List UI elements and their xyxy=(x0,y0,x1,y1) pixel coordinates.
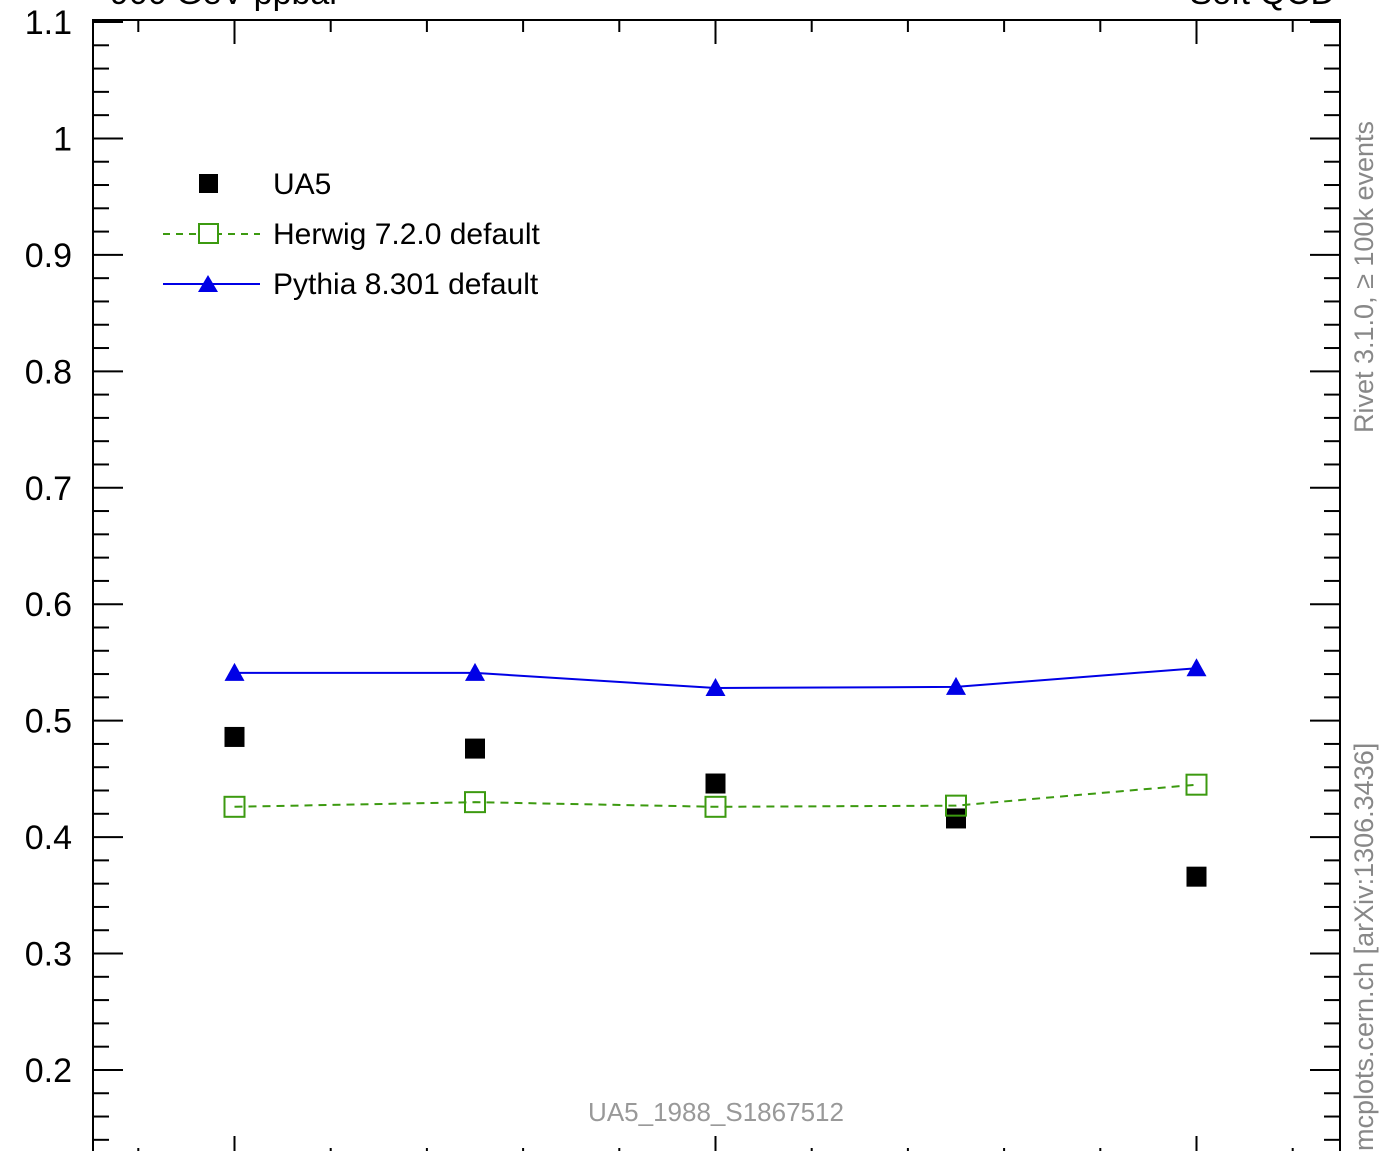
legend: UA5 Herwig 7.2.0 default Pythia 8.301 de… xyxy=(163,168,540,301)
axis-ticks xyxy=(93,20,1340,1151)
y-tick-label: 0.7 xyxy=(25,470,72,508)
analysis-watermark: UA5_1988_S1867512 xyxy=(588,1097,844,1127)
legend-marker-ua5 xyxy=(199,174,218,193)
herwig-data-point xyxy=(223,795,246,818)
ua5-data-point xyxy=(224,726,245,747)
y-tick-label: 0.3 xyxy=(25,936,72,974)
herwig-data-point xyxy=(464,791,486,814)
header-right: Soft QCD xyxy=(1190,0,1335,12)
data-series xyxy=(223,658,1208,887)
herwig-data-point xyxy=(704,795,727,818)
y-tick-label: 1 xyxy=(53,120,72,158)
legend-marker-pythia xyxy=(198,275,218,292)
legend-entry-herwig: Herwig 7.2.0 default xyxy=(163,218,540,251)
legend-label-pythia: Pythia 8.301 default xyxy=(273,268,539,301)
y-tick-label: 0.2 xyxy=(25,1052,72,1090)
ua5-data-point xyxy=(705,773,726,794)
pythia-data-point xyxy=(465,662,485,681)
herwig-data-point xyxy=(945,794,967,817)
pythia-data-point xyxy=(705,678,726,697)
legend-marker-herwig xyxy=(198,223,219,244)
y-tick-label: 1.1 xyxy=(25,4,72,42)
legend-label-ua5: UA5 xyxy=(273,168,331,201)
y-tick-label: 0.4 xyxy=(25,819,72,857)
pythia-data-point xyxy=(946,676,966,695)
mcplots-credit-text: mcplots.cern.ch [arXiv:1306.3436] xyxy=(1349,743,1379,1151)
rivet-version-text: Rivet 3.1.0, ≥ 100k events xyxy=(1349,121,1379,433)
header-left: 900 GeV ppbar xyxy=(110,0,341,12)
ua5-data-point xyxy=(946,808,966,829)
y-tick-label: 0.9 xyxy=(25,237,72,275)
legend-label-herwig: Herwig 7.2.0 default xyxy=(273,218,540,251)
ua5-data-point xyxy=(1186,866,1207,887)
ua5-data-point xyxy=(465,738,485,759)
legend-entry-pythia: Pythia 8.301 default xyxy=(163,268,539,301)
series-line-1 xyxy=(234,783,1197,808)
y-tick-label: 0.5 xyxy=(25,703,72,741)
y-tick-label: 0.6 xyxy=(25,586,72,624)
pythia-data-point xyxy=(224,662,245,681)
y-tick-labels: 0.2 0.3 0.4 0.5 0.6 0.7 0.8 0.9 1 1.1 xyxy=(25,4,72,1090)
pythia-data-point xyxy=(1186,658,1207,677)
herwig-data-point xyxy=(1185,773,1208,796)
legend-entry-ua5: UA5 xyxy=(199,168,331,201)
y-tick-label: 0.8 xyxy=(25,353,72,391)
